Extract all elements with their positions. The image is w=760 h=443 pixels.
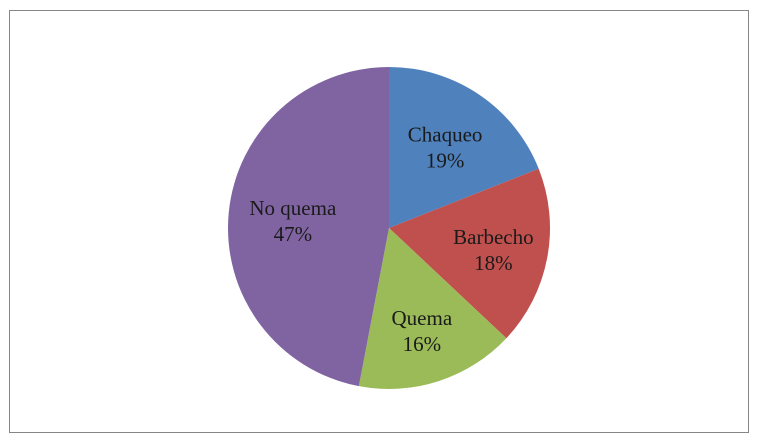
pie-slice-quema xyxy=(358,228,507,389)
slice-label-category: Chaqueo xyxy=(408,122,483,146)
pie-slices xyxy=(228,67,550,389)
slice-label-category: Quema xyxy=(392,306,453,330)
pie-slice-barbecho xyxy=(389,168,550,339)
pie-slice-no-quema xyxy=(228,67,389,387)
slice-label-percent: 47% xyxy=(274,222,313,246)
slice-label-category: Barbecho xyxy=(453,225,533,249)
slice-label-percent: 19% xyxy=(426,148,465,172)
slice-label-category: No quema xyxy=(249,196,337,220)
slice-label-percent: 18% xyxy=(474,251,513,275)
slice-label-percent: 16% xyxy=(403,332,442,356)
pie-slice-chaqueo xyxy=(389,67,539,228)
